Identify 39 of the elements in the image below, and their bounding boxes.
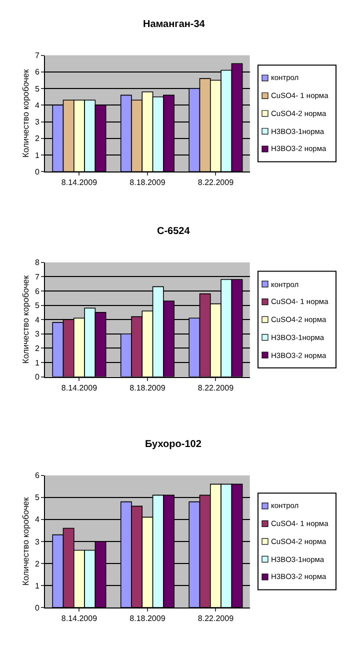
y-axis-title: Количество коробочек	[20, 497, 31, 586]
chart-title: С-6524	[157, 226, 190, 237]
y-tick-label: 2	[35, 559, 40, 568]
y-tick-label: 0	[35, 603, 40, 612]
y-tick-label: 2	[35, 344, 40, 353]
chart-title: Наманган-34	[143, 19, 206, 30]
x-tick-label: 8.18.2009	[130, 383, 166, 392]
y-tick-label: 1	[35, 358, 40, 368]
y-tick-label: 8	[35, 258, 40, 268]
x-tick-label: 8.14.2009	[61, 614, 98, 624]
x-tick-label: 8.22.2009	[198, 383, 234, 392]
x-tick-label: 8.14.2009	[61, 383, 98, 392]
y-tick-label: 5	[35, 84, 40, 94]
y-tick-label: 3	[35, 118, 40, 127]
y-tick-label: 0	[35, 372, 40, 382]
y-tick-label: 7	[35, 51, 40, 60]
x-tick-label: 8.18.2009	[130, 614, 166, 624]
y-tick-label: 4	[35, 315, 40, 324]
y-tick-label: 4	[35, 100, 40, 110]
x-tick-label: 8.22.2009	[198, 178, 234, 188]
y-tick-label: 3	[35, 537, 40, 546]
y-tick-label: 4	[35, 515, 40, 524]
x-tick-label: 8.18.2009	[130, 178, 166, 188]
y-tick-label: 5	[35, 493, 40, 502]
chart-title: Бухоро-102	[145, 439, 202, 450]
y-tick-label: 6	[35, 471, 40, 480]
y-tick-label: 6	[35, 68, 40, 77]
y-tick-label: 0	[35, 167, 40, 176]
y-tick-label: 6	[35, 286, 40, 296]
x-tick-label: 8.14.2009	[61, 178, 98, 188]
y-tick-label: 7	[35, 272, 40, 282]
y-axis-title: Количество коробочек	[20, 275, 31, 364]
y-tick-label: 5	[35, 301, 40, 310]
x-tick-label: 8.22.2009	[198, 614, 234, 624]
y-axis-title: Количество коробочек	[20, 69, 31, 158]
y-tick-label: 2	[35, 134, 40, 144]
y-tick-label: 1	[35, 150, 40, 160]
y-tick-label: 3	[35, 330, 40, 339]
y-tick-label: 1	[35, 581, 40, 590]
